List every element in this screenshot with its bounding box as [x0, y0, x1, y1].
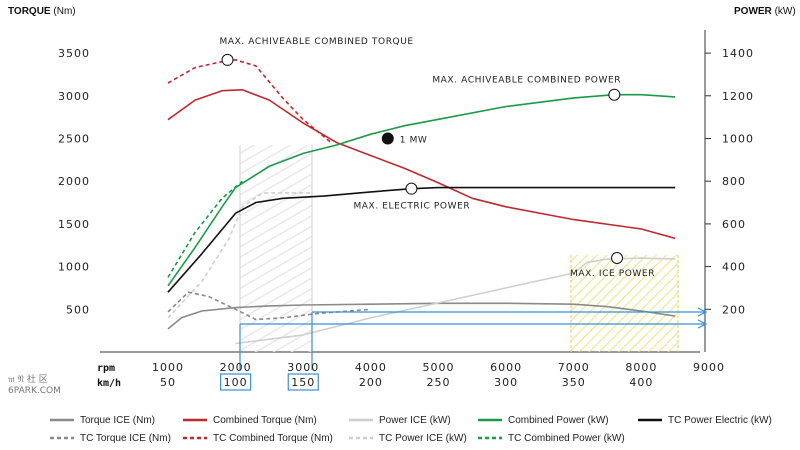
left-tick-label: 2000	[58, 175, 90, 188]
annotation-label: 1 MW	[400, 135, 428, 145]
kmh-tick-label: 150	[291, 376, 315, 389]
left-tick-label: 500	[66, 303, 90, 316]
right-tick-label: 600	[722, 218, 746, 231]
kmh-tick-label: 50	[160, 376, 176, 389]
rpm-tick-label: 9000	[693, 361, 725, 374]
kmh-row-label: km/h	[97, 378, 121, 389]
watermark-text: 6PARK.COM	[8, 386, 61, 396]
blue-speed-markers	[239, 307, 708, 370]
rpm-row-label: rpm	[97, 363, 115, 374]
legend-label: TC Combined Power (kW)	[508, 433, 625, 444]
kmh-highlight-box	[220, 373, 252, 391]
rpm-ticks: 1000 2000 3000 4000 5000 6000 7000 8000 9000	[152, 361, 725, 374]
kmh-tick-label: 300	[494, 376, 518, 389]
series-line	[167, 89, 676, 240]
rpm-tick-label: 4000	[355, 361, 387, 374]
kmh-tick-label: 250	[427, 376, 451, 389]
legend-label: Combined Torque (Nm)	[213, 415, 317, 426]
left-tick-label: 2500	[58, 132, 90, 145]
series-line	[167, 291, 371, 321]
watermark-glyphs: 𝔪 𝔑 社 区	[8, 373, 48, 385]
right-tick-label: 200	[722, 303, 746, 316]
kmh-tick-label: 200	[359, 376, 383, 389]
kmh-tick-label: 400	[629, 376, 653, 389]
annotation-label: MAX. ACHIVEABLE COMBINED POWER	[432, 76, 621, 86]
legend-label: Power ICE (kW)	[379, 415, 451, 426]
series-line	[167, 186, 676, 293]
right-tick-label: 1400	[722, 47, 754, 60]
annotation-marker	[221, 53, 234, 66]
annotation-marker	[611, 252, 624, 265]
series-line	[167, 192, 310, 319]
series-line	[167, 93, 676, 287]
legend-label: Torque ICE (Nm)	[80, 415, 155, 426]
series-line	[235, 257, 676, 345]
kmh-tick-label: 350	[562, 376, 586, 389]
right-tick-label: 400	[722, 261, 746, 274]
rpm-tick-label: 5000	[423, 361, 455, 374]
left-axis-ticks: 500 1000 1500 2000 2500 3000 3500	[58, 47, 90, 316]
legend-label: TC Power ICE (kW)	[379, 433, 467, 444]
right-tick-label: 800	[722, 175, 746, 188]
rpm-tick-label: 6000	[490, 361, 522, 374]
right-tick-label: 1000	[722, 132, 754, 145]
series-line	[167, 180, 243, 278]
kmh-tick-label: 100	[224, 376, 248, 389]
left-tick-label: 1000	[58, 261, 90, 274]
left-axis-title: TORQUE (Nm)	[8, 6, 76, 17]
transition-zone	[240, 145, 312, 352]
rpm-tick-label: 7000	[558, 361, 590, 374]
kmh-ticks: 50 100 150 200 250 300 350 400	[160, 373, 653, 391]
left-tick-label: 3000	[58, 90, 90, 103]
legend-label: TC Power Electric (kW)	[668, 415, 772, 426]
annotation-label: MAX. ELECTRIC POWER	[353, 202, 470, 212]
ice-power-zone	[571, 255, 678, 352]
right-tick-label: 1200	[722, 90, 754, 103]
series-layer	[167, 59, 676, 345]
annotation-marker	[381, 132, 394, 145]
legend-label: Combined Power (kW)	[508, 415, 609, 426]
series-line	[167, 59, 331, 143]
left-tick-label: 1500	[58, 218, 90, 231]
annotation-marker	[405, 182, 418, 195]
annotation-label: MAX. ICE POWER	[570, 269, 655, 279]
left-tick-label: 3500	[58, 47, 90, 60]
legend: Torque ICE (Nm) Combined Torque (Nm) Power…	[50, 415, 772, 444]
rpm-tick-label: 8000	[625, 361, 657, 374]
annotation-marker	[608, 88, 621, 101]
annotation-label: MAX. ACHIVEABLE COMBINED TORQUE	[220, 37, 414, 47]
right-axis-ticks: 200 400 600 800 1000 1200 1400	[705, 47, 754, 316]
series-line	[167, 302, 676, 330]
annotations: MAX. ACHIVEABLE COMBINED TORQUE MAX. ACHI…	[220, 37, 655, 279]
rpm-tick-label: 3000	[287, 361, 319, 374]
rpm-tick-label: 2000	[220, 361, 252, 374]
kmh-highlight-box	[287, 373, 319, 391]
legend-label: TC Torque ICE (Nm)	[80, 433, 171, 444]
legend-label: TC Combined Torque (Nm)	[213, 433, 333, 444]
right-axis-title: POWER (kW)	[734, 6, 796, 17]
rpm-tick-label: 1000	[152, 361, 184, 374]
